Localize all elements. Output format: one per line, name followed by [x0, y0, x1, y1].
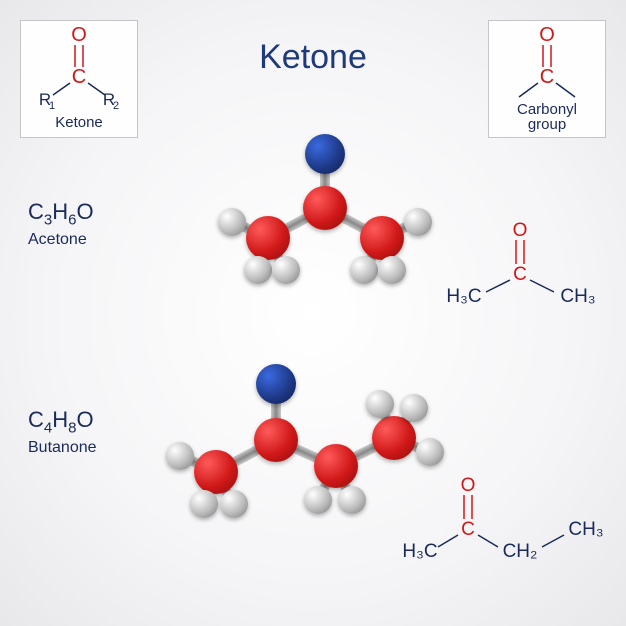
hydrogen-atom	[190, 490, 218, 518]
svg-text:O: O	[461, 475, 476, 496]
hydrogen-atom	[350, 256, 378, 284]
svg-text:C: C	[461, 519, 475, 540]
ketone-box: O C R 1 R 2 Ketone	[20, 20, 138, 138]
o-atom: O	[71, 24, 87, 46]
carbon-atom	[254, 418, 298, 462]
acetone-name: Acetone	[28, 231, 94, 249]
page-title: Ketone	[259, 38, 367, 77]
oxygen-atom	[256, 364, 296, 404]
svg-text:H₃C: H₃C	[402, 541, 437, 562]
c-atom: C	[540, 66, 554, 88]
hydrogen-atom	[272, 256, 300, 284]
svg-text:1: 1	[49, 100, 55, 112]
acetone-3d-model	[210, 130, 440, 290]
svg-text:O: O	[513, 220, 528, 241]
hydrogen-atom	[244, 256, 272, 284]
carbon-atom	[372, 416, 416, 460]
hydrogen-atom	[404, 208, 432, 236]
carbon-atom	[194, 450, 238, 494]
acetone-skeletal: O C H₃C CH₃	[438, 220, 603, 310]
butanone-skeletal: O C H₃C CH₂ CH₃	[400, 475, 610, 570]
hydrogen-atom	[416, 438, 444, 466]
hydrogen-atom	[338, 486, 366, 514]
butanone-name: Butanone	[28, 439, 97, 457]
svg-text:CH₂: CH₂	[503, 541, 538, 562]
hydrogen-atom	[220, 490, 248, 518]
o-atom: O	[539, 24, 555, 46]
ketone-box-label: Ketone	[55, 114, 103, 131]
svg-text:CH₃: CH₃	[560, 286, 595, 307]
svg-text:C: C	[513, 264, 527, 285]
carbon-atom	[303, 186, 347, 230]
hydrogen-atom	[366, 390, 394, 418]
svg-text:CH₃: CH₃	[568, 519, 603, 540]
svg-text:H₃C: H₃C	[446, 286, 481, 307]
hydrogen-atom	[166, 442, 194, 470]
hydrogen-atom	[400, 394, 428, 422]
acetone-label: C3H6O Acetone	[28, 200, 94, 249]
butanone-label: C4H8O Butanone	[28, 408, 97, 457]
carbon-atom	[246, 216, 290, 260]
c-atom: C	[72, 66, 86, 88]
svg-text:2: 2	[113, 100, 119, 112]
butanone-formula: C4H8O	[28, 408, 97, 437]
carbonyl-box: O C Carbonylgroup	[488, 20, 606, 138]
carbon-atom	[360, 216, 404, 260]
hydrogen-atom	[378, 256, 406, 284]
hydrogen-atom	[218, 208, 246, 236]
carbonyl-box-label: Carbonylgroup	[517, 102, 577, 134]
carbon-atom	[314, 444, 358, 488]
acetone-formula: C3H6O	[28, 200, 94, 229]
oxygen-atom	[305, 134, 345, 174]
hydrogen-atom	[304, 486, 332, 514]
